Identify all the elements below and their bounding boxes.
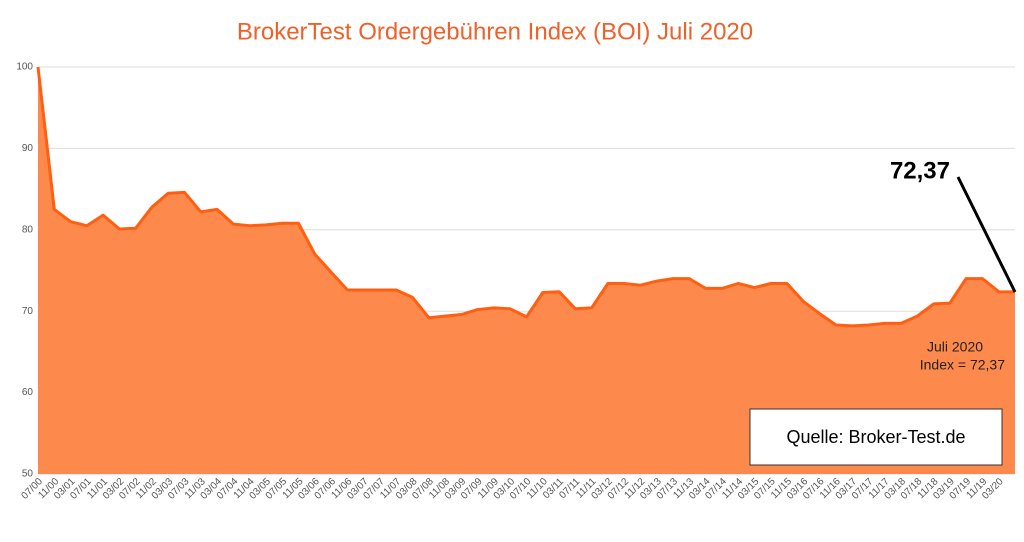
annotation-label: Index = 72,37 <box>920 357 1005 373</box>
annotation-value: 72,37 <box>890 157 950 184</box>
y-tick-label: 60 <box>22 387 34 398</box>
chart-title: BrokerTest Ordergebühren Index (BOI) Jul… <box>237 18 753 45</box>
source-box <box>749 408 1003 466</box>
y-tick-label: 70 <box>22 306 34 317</box>
line <box>36 66 1016 328</box>
annotation-pointer <box>956 176 1017 293</box>
plot-area: 506070809010007/0011/0003/0107/0111/0103… <box>16 62 1016 502</box>
y-tick-label: 100 <box>16 62 33 73</box>
annotation-label: Juli 2020 <box>927 339 983 355</box>
y-tick-label: 90 <box>22 143 34 154</box>
y-tick-label: 50 <box>22 469 34 480</box>
area <box>38 67 1015 474</box>
y-tick-label: 80 <box>22 224 34 235</box>
source: Quelle: Broker-Test.de <box>786 427 965 447</box>
